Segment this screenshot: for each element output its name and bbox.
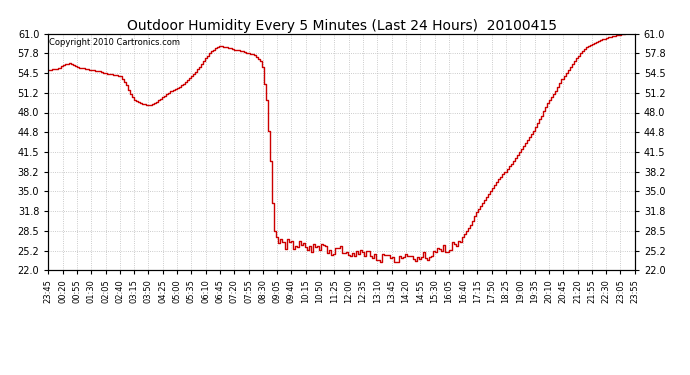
- Title: Outdoor Humidity Every 5 Minutes (Last 24 Hours)  20100415: Outdoor Humidity Every 5 Minutes (Last 2…: [126, 19, 557, 33]
- Text: Copyright 2010 Cartronics.com: Copyright 2010 Cartronics.com: [50, 39, 181, 48]
